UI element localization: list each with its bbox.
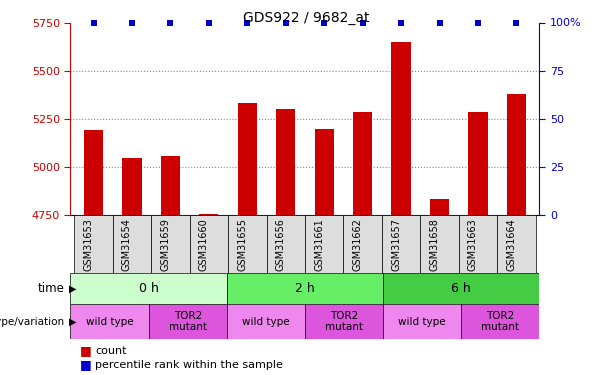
Bar — [382, 215, 421, 273]
Bar — [421, 215, 459, 273]
Bar — [123, 158, 142, 215]
Bar — [161, 156, 180, 215]
Bar — [305, 304, 383, 339]
Bar — [343, 215, 382, 273]
Text: GSM31663: GSM31663 — [468, 218, 478, 270]
Bar — [227, 273, 383, 304]
Text: 0 h: 0 h — [139, 282, 159, 295]
Bar — [227, 304, 305, 339]
Text: TOR2
mutant: TOR2 mutant — [169, 311, 207, 332]
Text: GSM31653: GSM31653 — [83, 218, 94, 271]
Bar — [430, 200, 449, 215]
Bar — [383, 304, 462, 339]
Bar — [392, 42, 411, 215]
Bar — [462, 304, 539, 339]
Bar — [113, 215, 151, 273]
Text: percentile rank within the sample: percentile rank within the sample — [95, 360, 283, 370]
Text: ■: ■ — [80, 344, 91, 357]
Text: GDS922 / 9682_at: GDS922 / 9682_at — [243, 11, 370, 25]
Text: GSM31657: GSM31657 — [391, 218, 401, 271]
Text: ▶: ▶ — [69, 284, 76, 293]
Bar — [189, 215, 228, 273]
Bar — [70, 273, 227, 304]
Text: TOR2
mutant: TOR2 mutant — [325, 311, 363, 332]
Text: genotype/variation: genotype/variation — [0, 316, 64, 327]
Text: count: count — [95, 345, 126, 355]
Text: 6 h: 6 h — [451, 282, 471, 295]
Bar — [353, 112, 372, 215]
Bar — [199, 214, 218, 215]
Text: ▶: ▶ — [69, 316, 76, 327]
Text: GSM31654: GSM31654 — [122, 218, 132, 271]
Text: GSM31658: GSM31658 — [430, 218, 440, 271]
Text: wild type: wild type — [86, 316, 134, 327]
Text: time: time — [37, 282, 64, 295]
Text: 2 h: 2 h — [295, 282, 315, 295]
Bar — [151, 215, 189, 273]
Bar — [267, 215, 305, 273]
Text: TOR2
mutant: TOR2 mutant — [481, 311, 519, 332]
Bar — [149, 304, 227, 339]
Bar — [314, 129, 334, 215]
Text: GSM31655: GSM31655 — [237, 218, 247, 271]
Bar — [459, 215, 497, 273]
Bar — [497, 215, 536, 273]
Text: ■: ■ — [80, 358, 91, 371]
Text: GSM31661: GSM31661 — [314, 218, 324, 270]
Bar — [507, 94, 526, 215]
Text: wild type: wild type — [398, 316, 446, 327]
Bar — [84, 130, 103, 215]
Bar — [74, 215, 113, 273]
Text: GSM31660: GSM31660 — [199, 218, 209, 270]
Bar — [228, 215, 267, 273]
Bar — [305, 215, 343, 273]
Text: GSM31664: GSM31664 — [506, 218, 516, 270]
Text: GSM31659: GSM31659 — [161, 218, 170, 271]
Bar — [276, 109, 295, 215]
Text: GSM31656: GSM31656 — [276, 218, 286, 271]
Bar — [238, 103, 257, 215]
Bar — [468, 112, 487, 215]
Bar — [70, 304, 149, 339]
Bar — [383, 273, 539, 304]
Text: GSM31662: GSM31662 — [352, 218, 363, 271]
Text: wild type: wild type — [242, 316, 290, 327]
